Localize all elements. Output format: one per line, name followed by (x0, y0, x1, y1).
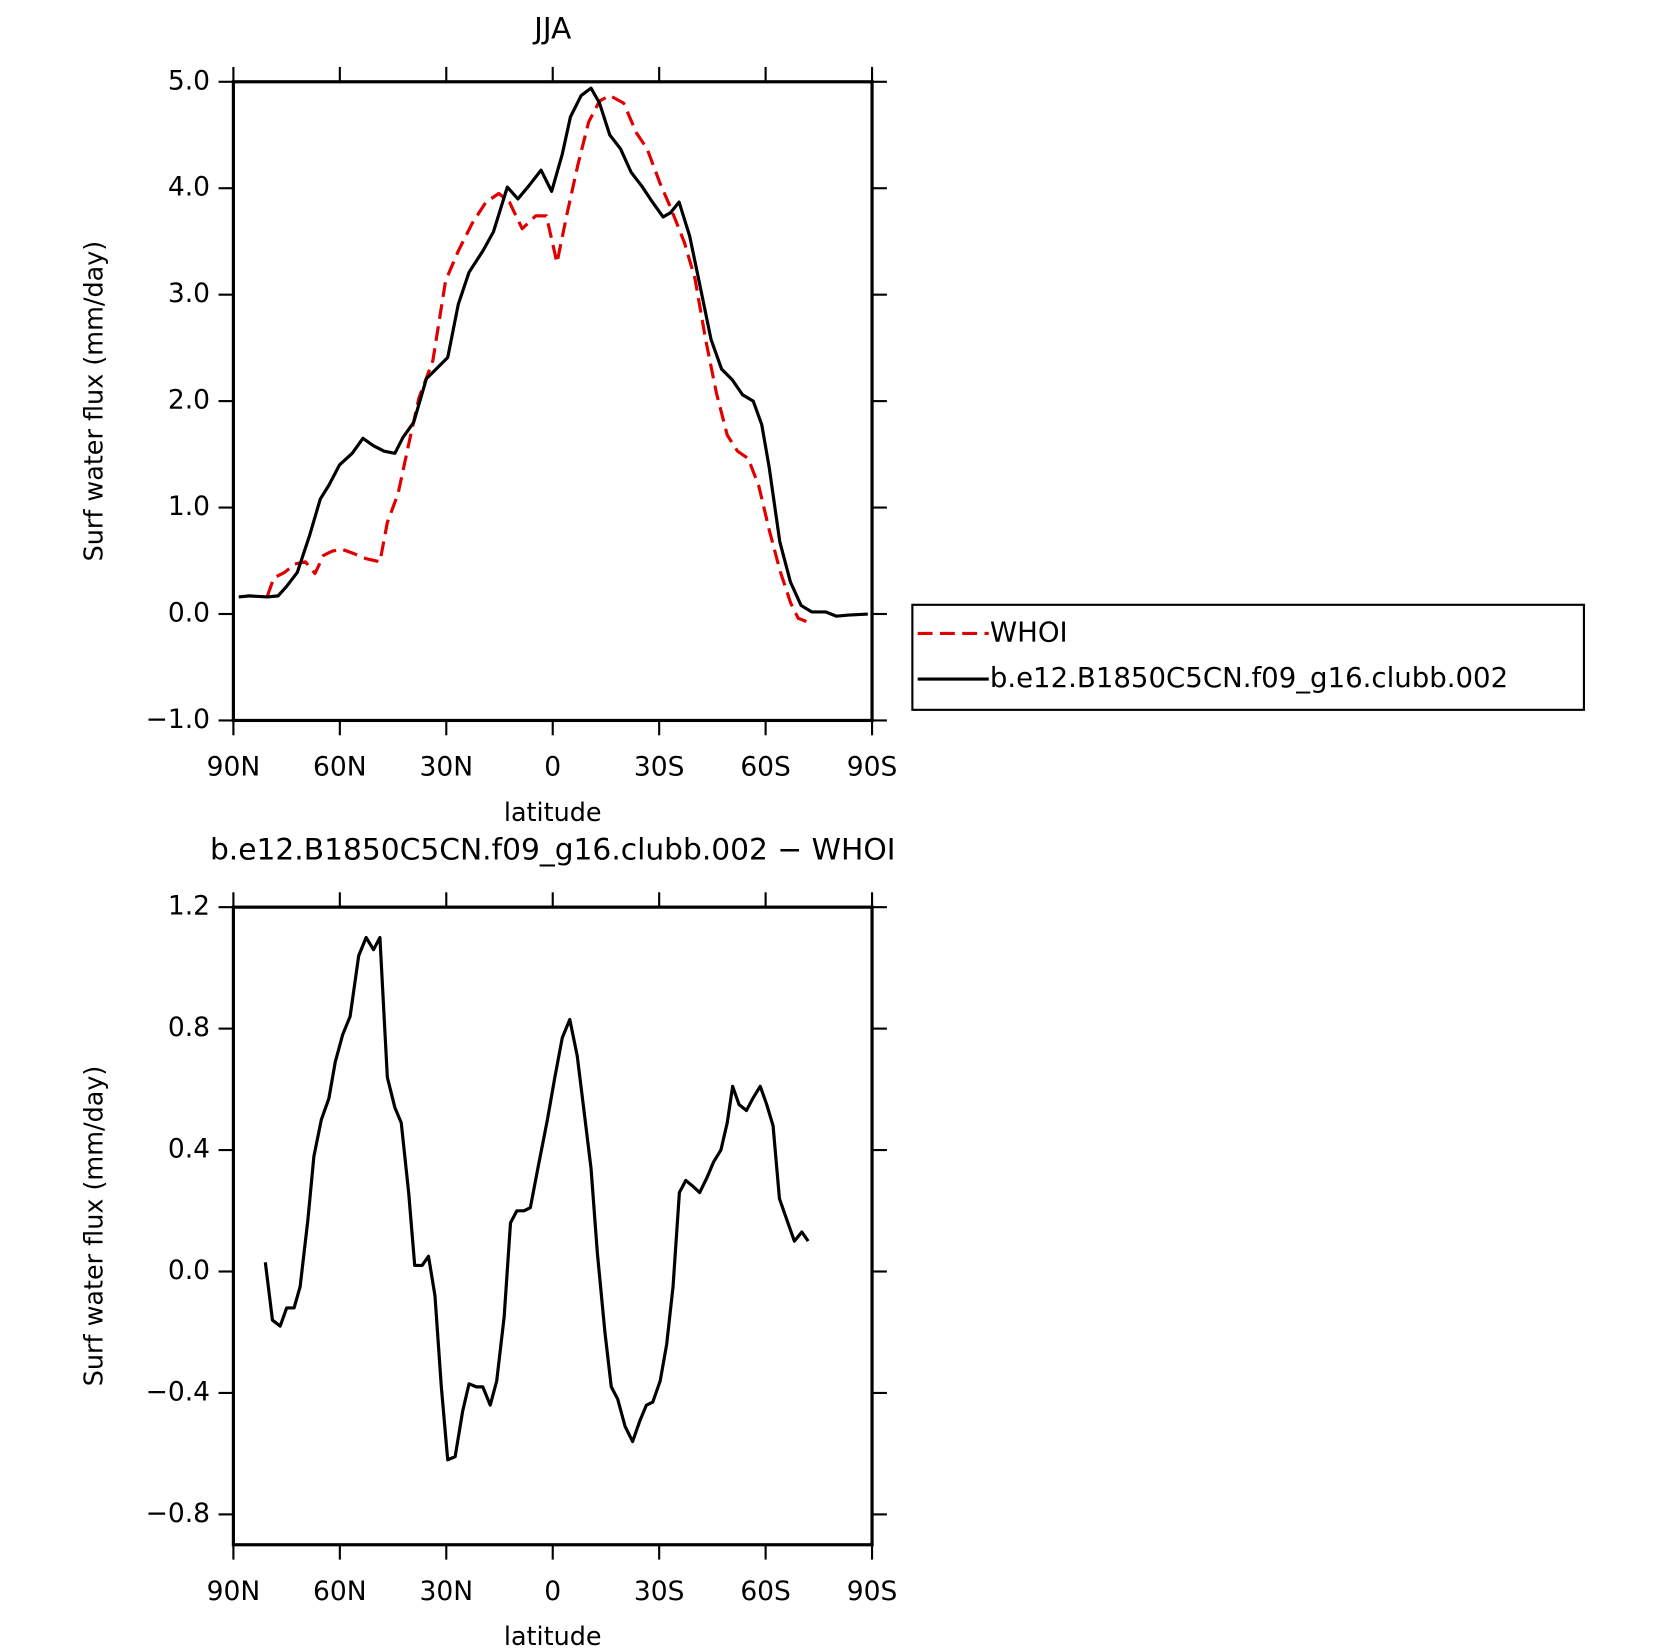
plot-frame (231, 905, 874, 1547)
plot-frame (231, 80, 874, 723)
y-tick-label: 0.0 (168, 597, 210, 628)
y-tick-label: −0.8 (146, 1498, 210, 1529)
y-tick-label: 1.2 (168, 891, 210, 922)
y-tick-label: −0.4 (146, 1376, 210, 1407)
x-tick-label: 60N (313, 1576, 367, 1607)
x-tick-label: 0 (544, 1576, 561, 1607)
x-tick-label: 90N (207, 752, 261, 783)
legend-label: WHOI (990, 615, 1068, 648)
legend-label: b.e12.B1850C5CN.f09_g16.clubb.002 (990, 661, 1508, 694)
y-tick-label: 0.8 (168, 1012, 210, 1043)
y-axis-label: Surf water flux (mm/day) (79, 241, 109, 562)
x-axis-label: latitude (504, 1622, 602, 1652)
chart-title: b.e12.B1850C5CN.f09_g16.clubb.002 − WHOI (210, 832, 896, 867)
chart-title: JJA (532, 11, 572, 46)
x-tick-label: 90S (847, 1576, 898, 1607)
y-tick-label: −1.0 (146, 704, 210, 735)
data-line (238, 86, 868, 618)
y-tick-label: 2.0 (168, 385, 210, 416)
x-tick-label: 0 (544, 752, 561, 783)
y-tick-label: 0.4 (168, 1134, 210, 1165)
y-tick-label: 5.0 (168, 65, 210, 96)
x-tick-label: 60N (313, 752, 367, 783)
x-tick-label: 90N (207, 1576, 261, 1607)
y-axis-label: Surf water flux (mm/day) (79, 1066, 109, 1387)
x-tick-label: 30S (634, 1576, 685, 1607)
legend-box (911, 603, 1585, 711)
y-tick-label: 4.0 (168, 172, 210, 203)
x-tick-label: 30S (634, 752, 685, 783)
y-tick-label: 0.0 (168, 1255, 210, 1286)
data-line (263, 935, 810, 1462)
data-line (265, 93, 807, 623)
x-tick-label: 30N (419, 752, 473, 783)
y-tick-label: 3.0 (168, 278, 210, 309)
y-tick-label: 1.0 (168, 491, 210, 522)
x-tick-label: 30N (419, 1576, 473, 1607)
x-tick-label: 60S (740, 1576, 791, 1607)
x-tick-label: 60S (740, 752, 791, 783)
x-tick-label: 90S (847, 752, 898, 783)
x-axis-label: latitude (504, 798, 602, 828)
